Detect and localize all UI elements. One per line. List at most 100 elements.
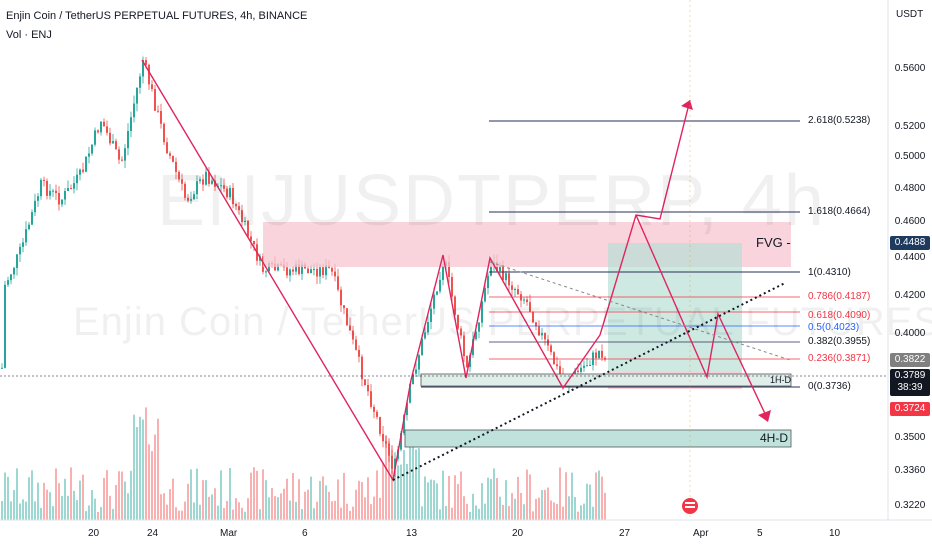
- volume-bar: [580, 505, 582, 520]
- candle-body: [559, 366, 561, 376]
- candle-body: [133, 103, 135, 118]
- candle-body: [394, 458, 396, 469]
- candle-body: [109, 132, 111, 144]
- volume-bar: [124, 481, 126, 520]
- candle-body: [424, 332, 426, 339]
- volume-bar: [46, 489, 48, 520]
- volume-bar: [280, 493, 282, 520]
- volume-bar: [334, 500, 336, 520]
- candle-body: [295, 264, 297, 272]
- price-tag-mid[interactable]: 0.3822: [890, 353, 930, 367]
- volume-bar: [187, 483, 189, 520]
- fib-label: 0(0.3736): [808, 381, 851, 392]
- chart-title[interactable]: Enjin Coin / TetherUS PERPETUAL FUTURES,…: [6, 10, 308, 22]
- time-label: 20: [88, 528, 100, 539]
- volume-bar: [337, 479, 339, 520]
- volume-bar: [592, 506, 594, 520]
- candle-body: [511, 285, 513, 290]
- candle-body: [244, 220, 246, 222]
- volume-bar: [196, 468, 198, 520]
- volume-bar: [85, 511, 87, 520]
- volume-bar: [442, 470, 444, 520]
- candle-body: [544, 332, 546, 340]
- candle-body: [442, 265, 444, 280]
- resistance-trend: [489, 261, 791, 361]
- volume-bar: [514, 498, 516, 520]
- candle-body: [376, 411, 378, 417]
- candle-body: [199, 179, 201, 182]
- volume-bar: [133, 414, 135, 520]
- candle-body: [466, 356, 468, 368]
- price-tag-last[interactable]: 0.3789 38:39: [890, 369, 930, 396]
- candle-body: [319, 267, 321, 277]
- volume-bar: [115, 484, 117, 520]
- volume-bar: [331, 501, 333, 520]
- candle-body: [421, 338, 423, 356]
- fib-label: 0.618(0.4090): [808, 310, 871, 321]
- volume-bar: [310, 476, 312, 520]
- price-tag-upper[interactable]: 0.4488: [890, 236, 930, 250]
- target-zone[interactable]: [608, 243, 742, 371]
- candle-body: [88, 153, 90, 157]
- volume-bar: [301, 508, 303, 520]
- volume-bar: [259, 509, 261, 520]
- candle-body: [382, 433, 384, 442]
- volume-bar: [523, 504, 525, 520]
- volume-bar: [547, 487, 549, 520]
- candle-body: [163, 123, 165, 143]
- price-tag-lower[interactable]: 0.3724: [890, 402, 930, 416]
- candle-body: [145, 60, 147, 65]
- candle-body: [583, 365, 585, 368]
- h4d-zone[interactable]: [404, 429, 792, 448]
- volume-bar: [364, 497, 366, 520]
- currency-label: USDT: [896, 9, 924, 20]
- candle-body: [553, 352, 555, 365]
- h1d-zone[interactable]: [420, 373, 792, 387]
- candle-body: [106, 126, 108, 133]
- candle-body: [325, 265, 327, 276]
- candle-body: [526, 299, 528, 303]
- h4d-label: 4H-D: [760, 431, 789, 445]
- volume-bar: [544, 489, 546, 520]
- candle-body: [409, 383, 411, 403]
- candle-body: [178, 171, 180, 180]
- volume-bar: [469, 511, 471, 520]
- candle-body: [58, 193, 60, 205]
- candle-body: [208, 171, 210, 184]
- volume-bar: [352, 506, 354, 520]
- candle-body: [142, 60, 144, 77]
- candle-body: [481, 301, 483, 323]
- candle-body: [31, 212, 33, 225]
- candle-body: [211, 180, 213, 184]
- candle-body: [391, 455, 393, 469]
- candle-body: [19, 246, 21, 255]
- candle-body: [595, 352, 597, 359]
- volume-bar: [463, 496, 465, 520]
- volume-bar: [382, 462, 384, 520]
- volume-bar: [466, 503, 468, 520]
- candle-body: [451, 277, 453, 297]
- volume-bar: [64, 478, 66, 520]
- fib-label: 1.618(0.4664): [808, 206, 871, 217]
- candle-body: [223, 185, 225, 189]
- volume-bar: [595, 472, 597, 520]
- volume-bar: [439, 509, 441, 520]
- arrow-down-head: [758, 410, 771, 422]
- volume-bar: [325, 485, 327, 520]
- candle-body: [349, 325, 351, 331]
- volume-bar: [448, 475, 450, 520]
- volume-legend[interactable]: Vol · ENJ: [6, 29, 52, 41]
- candle-body: [301, 264, 303, 274]
- candle-body: [1, 367, 3, 369]
- price-label: 0.4600: [894, 216, 926, 227]
- volume-bar: [406, 464, 408, 520]
- candle-body: [400, 433, 402, 450]
- volume-bar: [436, 483, 438, 520]
- volume-bar: [76, 500, 78, 520]
- candle-body: [226, 188, 228, 198]
- volume-bar: [118, 471, 120, 520]
- candle-body: [460, 328, 462, 336]
- candle-body: [352, 330, 354, 340]
- price-label: 0.5000: [894, 151, 926, 162]
